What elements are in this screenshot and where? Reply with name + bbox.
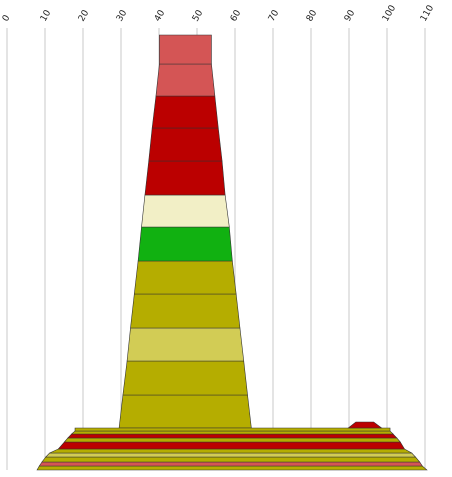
tall-stack-layer-3 xyxy=(126,327,245,362)
x-tick-label-30: 30 xyxy=(115,8,130,23)
x-tick-label-60: 60 xyxy=(229,8,244,23)
x-tick-label-40: 40 xyxy=(153,8,168,23)
base-stack-layer-5 xyxy=(49,448,413,454)
tall-stack-layer-5 xyxy=(133,260,237,295)
x-tick-label-70: 70 xyxy=(267,8,282,23)
tall-stack-layer-4 xyxy=(130,293,241,329)
x-tick-label-10: 10 xyxy=(39,8,54,23)
x-tick-label-80: 80 xyxy=(305,8,320,23)
tall-stack-layer-10 xyxy=(151,95,219,129)
tall-stack-layer-1 xyxy=(118,394,252,429)
base-stack-layer-4 xyxy=(45,452,417,458)
x-tick-label-20: 20 xyxy=(77,8,92,23)
x-tick-label-0: 0 xyxy=(1,13,13,23)
base-stack-layer-2 xyxy=(38,461,423,467)
base-stack xyxy=(36,421,428,471)
x-tick-label-110: 110 xyxy=(419,3,436,23)
base-stack-layer-9 xyxy=(70,430,394,435)
x-tick-label-90: 90 xyxy=(343,8,358,23)
base-stack-layer-1 xyxy=(36,465,428,471)
base-cap xyxy=(347,421,383,429)
tall-stack-layer-2 xyxy=(122,360,248,396)
tall-stack-layer-11 xyxy=(155,63,216,97)
tall-stack-layer-9 xyxy=(148,127,223,162)
tall-stack-layer-12 xyxy=(159,34,212,65)
base-stack-layer-6 xyxy=(57,441,406,450)
base-stack-layer-3 xyxy=(41,456,421,463)
base-stack-layer-10 xyxy=(74,427,391,432)
tall-stack xyxy=(118,34,252,429)
x-tick-labels: 0 10 20 30 40 50 60 70 80 90 100 110 xyxy=(1,3,436,23)
x-tick-label-100: 100 xyxy=(381,3,398,23)
tall-stack-layer-6 xyxy=(137,226,233,262)
base-stack-layer-7 xyxy=(63,437,401,443)
x-tick-label-50: 50 xyxy=(191,8,206,23)
base-stack-layer-8 xyxy=(67,433,398,439)
tall-stack-layer-7 xyxy=(141,194,230,228)
tall-stack-layer-8 xyxy=(144,160,226,196)
